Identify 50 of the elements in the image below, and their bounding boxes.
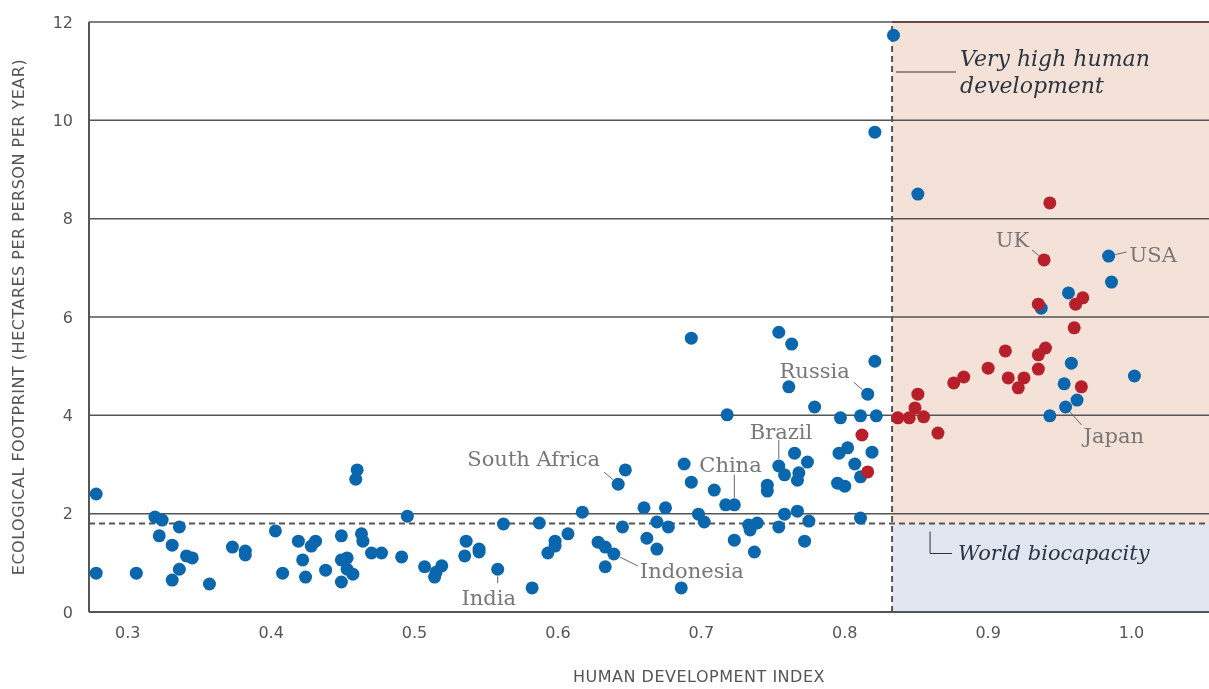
y-tick-label: 0 [62, 602, 73, 622]
x-tick-label: 0.7 [688, 623, 715, 642]
annotation: Brazil [749, 419, 813, 444]
point [1043, 196, 1057, 210]
x-tick-label: 0.6 [545, 623, 571, 642]
y-tick-label: 6 [62, 307, 73, 327]
annotation: India [461, 586, 516, 611]
point [957, 370, 971, 384]
annotation: South Africa [467, 447, 601, 472]
point [1011, 381, 1025, 395]
point [902, 411, 916, 425]
x-tick-label: 0.4 [258, 623, 284, 642]
y-tick-label: 2 [62, 504, 73, 524]
point [981, 361, 995, 375]
band-label: Very high human development [960, 46, 1150, 98]
point [1074, 380, 1088, 394]
annotation: Japan [1081, 423, 1145, 448]
y-tick-label: 8 [62, 209, 73, 229]
x-tick-label: 0.3 [114, 623, 141, 642]
point [1031, 297, 1045, 311]
x-tick-label: 0.9 [975, 623, 1001, 642]
point [1031, 362, 1045, 376]
point [1067, 321, 1081, 335]
point [998, 344, 1012, 358]
point [1076, 291, 1090, 305]
point [931, 426, 945, 440]
y-tick-label: 4 [62, 405, 73, 425]
point [947, 376, 961, 390]
x-tick-label: 0.8 [832, 623, 858, 642]
x-tick-label: 0.5 [401, 623, 428, 642]
point [861, 465, 875, 479]
x-axis-title: HUMAN DEVELOPMENT INDEX [573, 667, 825, 686]
point [1001, 371, 1015, 385]
point [911, 387, 925, 401]
point [1031, 348, 1045, 362]
annotation: UK [995, 227, 1030, 252]
x-tick-label: 1.0 [1118, 623, 1145, 642]
point [891, 411, 905, 425]
point [1017, 371, 1031, 385]
y-axis-title: ECOLOGICAL FOOTPRINT (HECTARES PER PERSON PER YEAR) [9, 58, 28, 576]
y-tick-label: 12 [52, 12, 73, 32]
annotation: China [699, 452, 762, 477]
annotation: USA [1129, 243, 1178, 268]
ref-line-label: World biocapacity [958, 540, 1151, 565]
annotation: Russia [779, 359, 850, 384]
point [1037, 253, 1051, 267]
point [917, 410, 931, 424]
point [855, 428, 869, 442]
y-tick-label: 10 [52, 110, 73, 130]
annotation: Indonesia [639, 558, 744, 583]
